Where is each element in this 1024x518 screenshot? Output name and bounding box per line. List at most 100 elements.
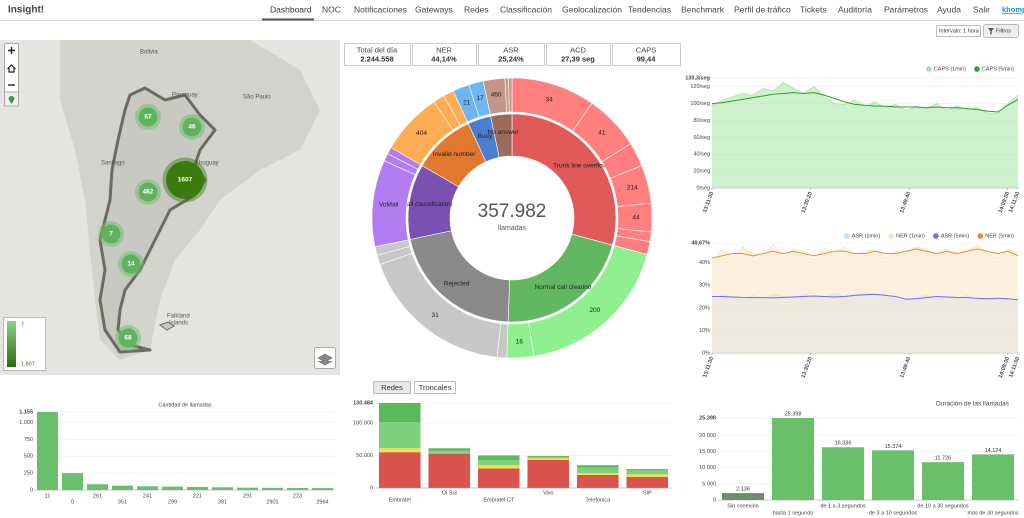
- zoom-in[interactable]: [8, 47, 15, 54]
- y-tick-label: 5.000: [702, 481, 716, 487]
- tab-active[interactable]: [373, 381, 411, 394]
- x-tick-label: Sin conexión: [727, 503, 759, 509]
- nav-item[interactable]: Benchmark: [681, 4, 725, 14]
- nav-item[interactable]: Geolocalización: [562, 4, 622, 14]
- bar-segment[interactable]: [626, 474, 669, 477]
- y-tick-label: 10%: [699, 328, 710, 334]
- bar[interactable]: [212, 487, 233, 490]
- segment-label: Invalid number: [433, 151, 476, 158]
- bar[interactable]: [112, 485, 133, 490]
- bar[interactable]: [162, 486, 183, 490]
- bar[interactable]: [37, 412, 58, 490]
- cluster[interactable]: [138, 182, 158, 202]
- bar[interactable]: [187, 486, 208, 490]
- nav-item[interactable]: Classificación: [500, 4, 552, 14]
- user-link[interactable]: khomp: [1002, 5, 1024, 14]
- cluster[interactable]: [101, 224, 121, 244]
- bar-segment[interactable]: [477, 455, 520, 460]
- bar-segment[interactable]: [428, 452, 471, 454]
- y-tick-label: 20/seg: [693, 169, 710, 175]
- bar-segment[interactable]: [378, 422, 421, 449]
- bar[interactable]: [922, 462, 964, 500]
- nav-item[interactable]: Perfil de tráfico: [734, 4, 791, 14]
- x-tick-label: 381: [218, 499, 227, 505]
- chart-title: Duración de las llamadas: [936, 401, 1010, 408]
- kpi-box: [412, 43, 477, 66]
- bar[interactable]: [137, 486, 158, 490]
- tab[interactable]: [414, 381, 456, 394]
- bar[interactable]: [287, 487, 308, 490]
- bar[interactable]: [872, 450, 914, 500]
- kpi-value: 2.244.558: [360, 54, 393, 63]
- cluster[interactable]: [166, 161, 204, 199]
- bar[interactable]: [822, 447, 864, 500]
- tab-label: Troncales: [419, 383, 452, 392]
- bar[interactable]: [87, 484, 108, 490]
- bar-segment[interactable]: [428, 448, 471, 451]
- bar[interactable]: [722, 493, 764, 500]
- bar-segment[interactable]: [576, 473, 619, 475]
- bar-segment[interactable]: [477, 468, 520, 488]
- bar-segment[interactable]: [477, 459, 520, 466]
- donut-caption: llamadas: [498, 225, 527, 232]
- bar[interactable]: [312, 488, 333, 490]
- bar-segment[interactable]: [527, 456, 570, 458]
- nav-item[interactable]: Tendencias: [628, 4, 671, 14]
- nav-item[interactable]: Tickets: [800, 4, 827, 14]
- bar-segment[interactable]: [378, 403, 421, 423]
- bar[interactable]: [972, 454, 1014, 500]
- x-tick-label: Telefonica: [585, 497, 611, 503]
- bar-segment[interactable]: [378, 452, 421, 488]
- home-button[interactable]: [7, 64, 16, 73]
- bar-segment[interactable]: [477, 465, 520, 469]
- layers-icon: [317, 353, 333, 366]
- bar-segment[interactable]: [626, 469, 669, 471]
- bar[interactable]: [62, 473, 83, 490]
- bar-segment[interactable]: [626, 476, 669, 488]
- bar-segment[interactable]: [527, 458, 570, 460]
- nav-item[interactable]: Parámetros: [884, 4, 928, 14]
- cluster[interactable]: [118, 328, 138, 348]
- bar-segment[interactable]: [626, 470, 669, 475]
- legend-min: 7: [21, 322, 24, 328]
- bar[interactable]: [237, 487, 258, 490]
- legend-swatch: [933, 233, 939, 239]
- bar[interactable]: [772, 418, 814, 500]
- y-tick-label: 0: [713, 497, 716, 503]
- y-tick-label: 50.000: [356, 453, 373, 459]
- legend-swatch: [843, 233, 850, 239]
- bar-segment[interactable]: [428, 450, 471, 453]
- nav-item[interactable]: NOC: [322, 4, 341, 14]
- nav-item[interactable]: Salir: [973, 4, 990, 14]
- cluster-label: 46: [188, 124, 196, 131]
- interval-select[interactable]: [936, 25, 981, 37]
- bar-segment[interactable]: [428, 453, 471, 488]
- nav-item[interactable]: Redes: [464, 4, 489, 14]
- locate-button[interactable]: [8, 96, 15, 104]
- cluster[interactable]: [121, 254, 141, 274]
- segment-label: 44: [632, 214, 640, 221]
- bar-segment[interactable]: [576, 474, 619, 488]
- nav-item[interactable]: Auditoría: [838, 4, 872, 14]
- bar-segment[interactable]: [527, 457, 570, 459]
- bar-segment[interactable]: [576, 467, 619, 474]
- donut-segment[interactable]: [508, 77, 513, 113]
- bar-segment[interactable]: [527, 459, 570, 488]
- x-tick-label: Oi Sul: [442, 490, 457, 496]
- cluster[interactable]: [182, 117, 202, 137]
- nav-item[interactable]: Ayuda: [937, 4, 961, 14]
- bar-segment[interactable]: [576, 465, 619, 468]
- segment-label: 16: [516, 338, 524, 345]
- bar-segment[interactable]: [378, 448, 421, 453]
- cluster-label: 482: [143, 189, 154, 196]
- nav-item[interactable]: Notificaciones: [354, 4, 407, 14]
- x-tick-label: 0: [71, 499, 74, 505]
- filter-button[interactable]: [983, 24, 1019, 38]
- donut-segment[interactable]: [490, 113, 513, 158]
- bar[interactable]: [262, 487, 283, 490]
- cluster[interactable]: [138, 107, 158, 127]
- nav-item[interactable]: Dashboard: [270, 4, 312, 14]
- donut-segment[interactable]: [511, 113, 617, 246]
- nav-item[interactable]: Gateways: [415, 4, 453, 14]
